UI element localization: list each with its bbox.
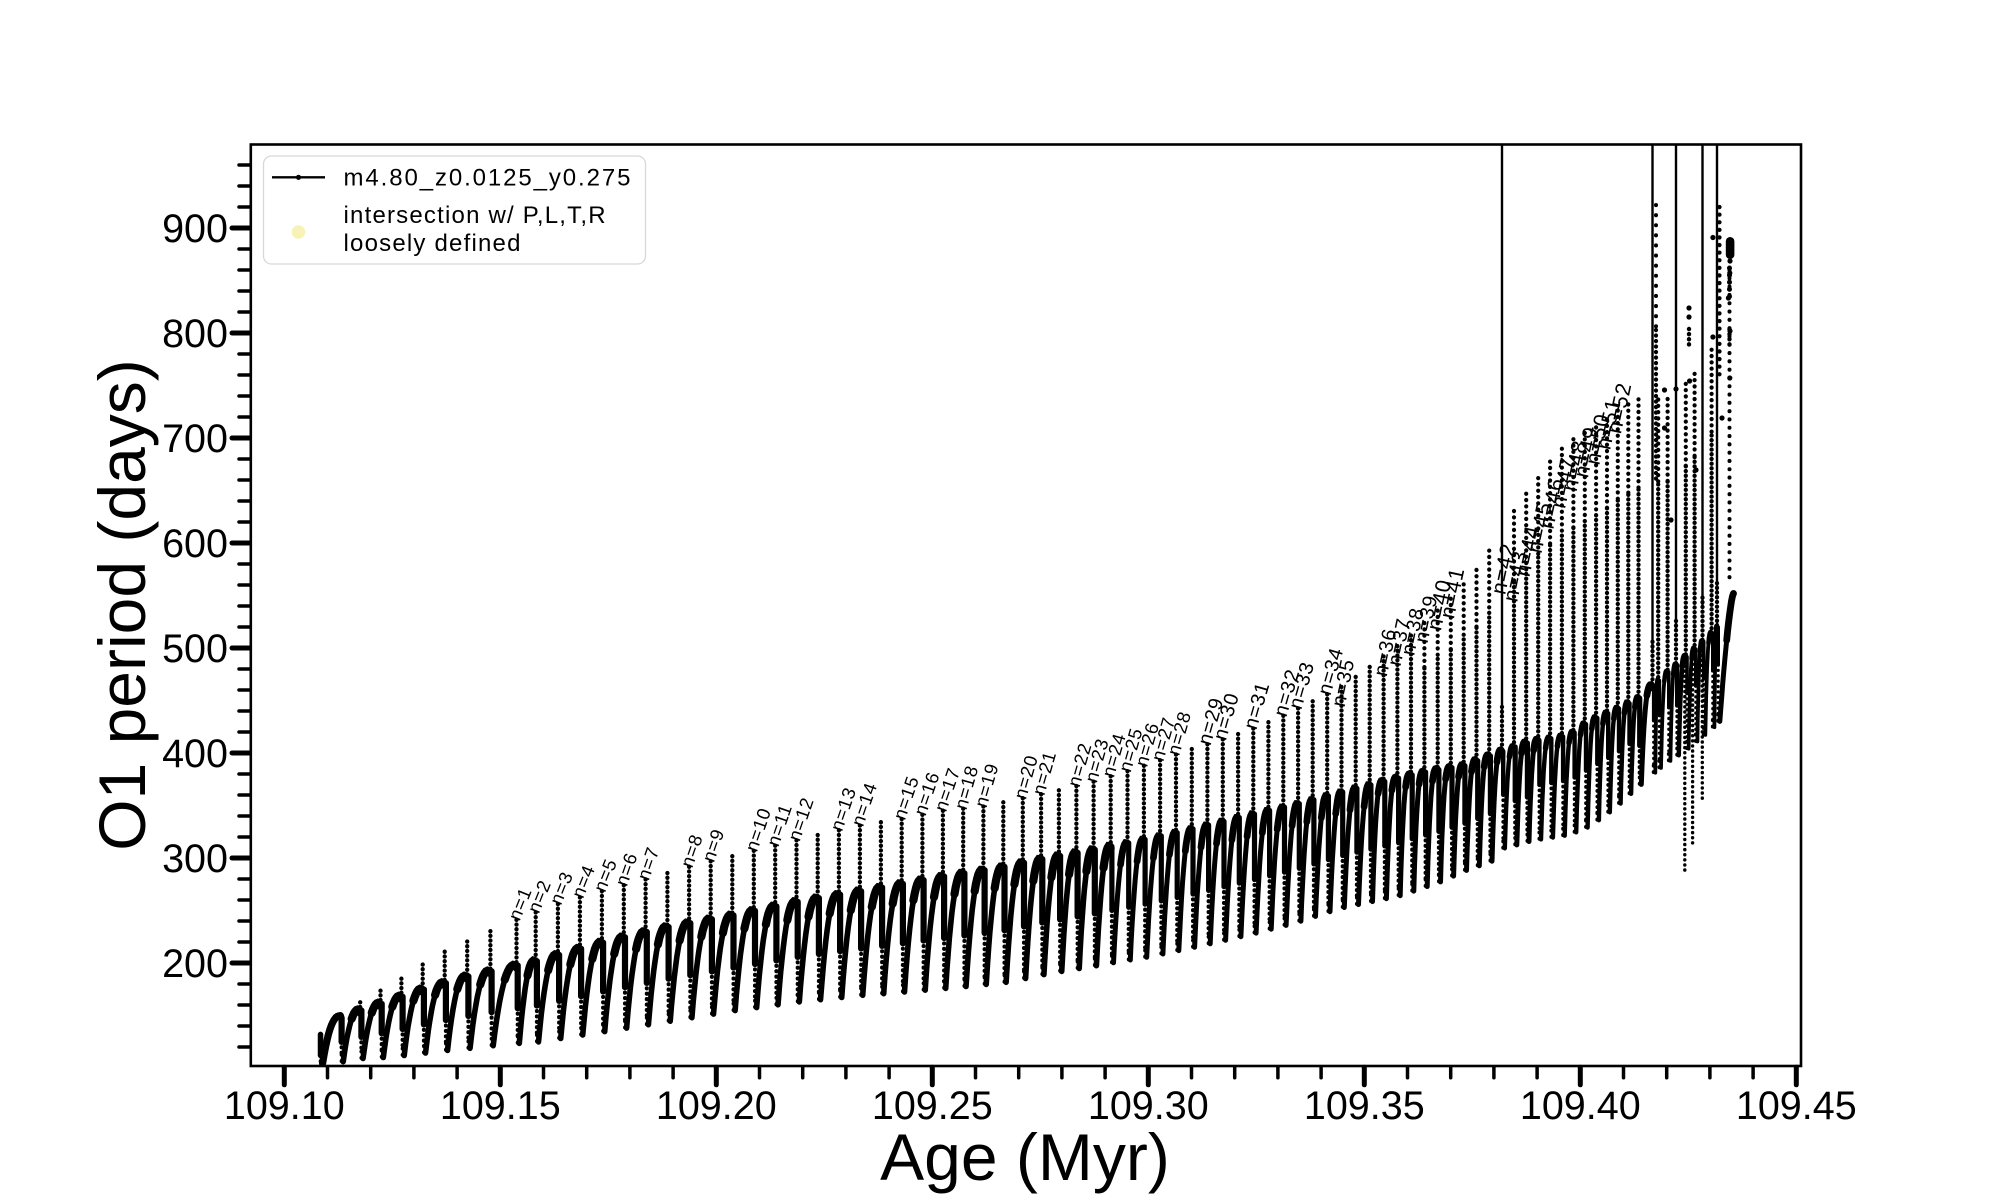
svg-text:intersection w/ P,L,T,R: intersection w/ P,L,T,R <box>344 202 607 229</box>
svg-text:800: 800 <box>162 312 228 356</box>
svg-text:900: 900 <box>162 207 228 251</box>
svg-text:500: 500 <box>162 627 228 671</box>
svg-text:Age (Myr): Age (Myr) <box>880 1120 1170 1194</box>
svg-text:m4.80_z0.0125_y0.275: m4.80_z0.0125_y0.275 <box>344 165 633 192</box>
svg-text:400: 400 <box>162 732 228 776</box>
svg-text:300: 300 <box>162 837 228 881</box>
svg-text:O1 period (days): O1 period (days) <box>85 359 159 851</box>
svg-text:200: 200 <box>162 942 228 986</box>
svg-text:109.20: 109.20 <box>656 1084 777 1128</box>
svg-text:109.35: 109.35 <box>1304 1084 1425 1128</box>
svg-text:109.45: 109.45 <box>1736 1084 1857 1128</box>
svg-text:loosely defined: loosely defined <box>344 230 522 257</box>
svg-text:109.40: 109.40 <box>1520 1084 1641 1128</box>
svg-text:600: 600 <box>162 522 228 566</box>
svg-text:109.25: 109.25 <box>872 1084 993 1128</box>
svg-text:109.30: 109.30 <box>1088 1084 1209 1128</box>
svg-text:700: 700 <box>162 417 228 461</box>
svg-text:109.10: 109.10 <box>224 1084 345 1128</box>
svg-text:109.15: 109.15 <box>440 1084 561 1128</box>
